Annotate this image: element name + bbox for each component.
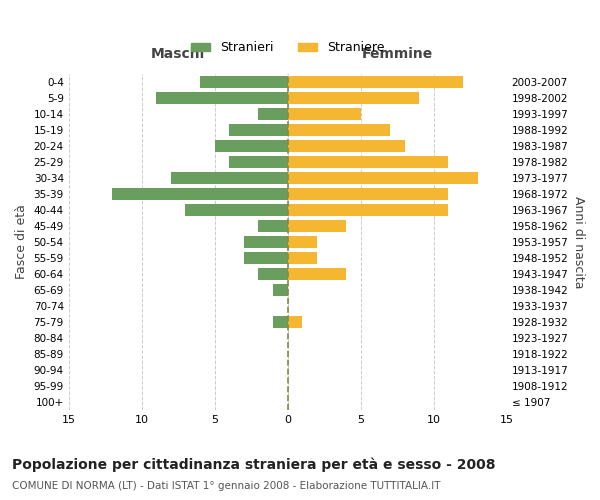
Y-axis label: Fasce di età: Fasce di età: [15, 204, 28, 280]
Text: COMUNE DI NORMA (LT) - Dati ISTAT 1° gennaio 2008 - Elaborazione TUTTITALIA.IT: COMUNE DI NORMA (LT) - Dati ISTAT 1° gen…: [12, 481, 440, 491]
Bar: [287, 252, 317, 264]
Bar: [112, 188, 287, 200]
Bar: [229, 124, 287, 136]
Bar: [259, 220, 287, 232]
Bar: [287, 140, 404, 152]
Text: Femmine: Femmine: [362, 47, 433, 61]
Bar: [259, 268, 287, 280]
Y-axis label: Anni di nascita: Anni di nascita: [572, 196, 585, 288]
Bar: [200, 76, 287, 88]
Bar: [244, 236, 287, 248]
Bar: [244, 252, 287, 264]
Bar: [287, 316, 302, 328]
Text: Maschi: Maschi: [151, 47, 205, 61]
Bar: [259, 108, 287, 120]
Bar: [287, 92, 419, 104]
Bar: [287, 156, 448, 168]
Bar: [185, 204, 287, 216]
Bar: [287, 236, 317, 248]
Bar: [287, 172, 478, 184]
Bar: [171, 172, 287, 184]
Bar: [229, 156, 287, 168]
Bar: [287, 188, 448, 200]
Bar: [156, 92, 287, 104]
Bar: [287, 76, 463, 88]
Text: Popolazione per cittadinanza straniera per età e sesso - 2008: Popolazione per cittadinanza straniera p…: [12, 458, 496, 472]
Bar: [287, 268, 346, 280]
Bar: [287, 124, 390, 136]
Bar: [273, 284, 287, 296]
Legend: Stranieri, Straniere: Stranieri, Straniere: [186, 36, 389, 60]
Bar: [273, 316, 287, 328]
Bar: [287, 108, 361, 120]
Bar: [287, 220, 346, 232]
Bar: [215, 140, 287, 152]
Bar: [287, 204, 448, 216]
